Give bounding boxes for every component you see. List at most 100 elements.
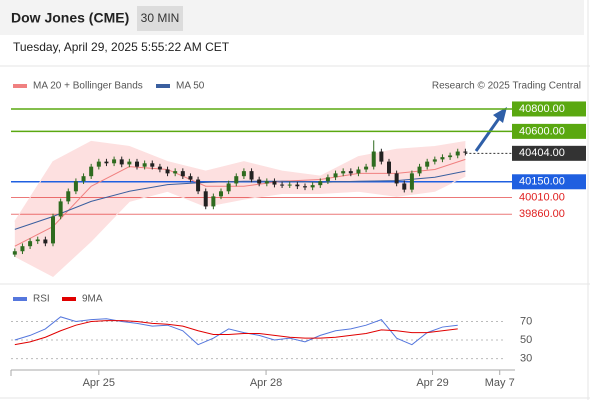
- indicator-line: [14, 316, 458, 346]
- candle-body: [226, 183, 231, 192]
- bollinger-band: [14, 141, 466, 277]
- candle-body: [43, 239, 48, 244]
- x-tick-label: Apr 25: [83, 377, 115, 389]
- legend-swatch: [156, 84, 170, 88]
- candle-body: [219, 191, 223, 197]
- forecast-arrow: [474, 116, 502, 152]
- legend-swatch: [13, 84, 27, 88]
- level-label-box: [512, 123, 586, 139]
- band-upper: [14, 140, 466, 222]
- candle-body: [12, 251, 17, 255]
- candle-body: [188, 176, 193, 180]
- candle-body: [89, 166, 94, 177]
- legend-swatch: [62, 297, 76, 301]
- candle-body: [402, 183, 407, 190]
- level-label: 40800.00: [519, 103, 565, 115]
- candle-body: [455, 151, 460, 156]
- candle-body: [280, 184, 285, 186]
- title: Dow Jones (CME): [11, 10, 129, 26]
- candle-body: [371, 151, 376, 167]
- candle-body: [35, 239, 40, 242]
- y-tick-label: 50: [520, 334, 532, 346]
- candle-body: [295, 184, 300, 187]
- legend-label: MA 50: [176, 81, 205, 92]
- candle-body: [66, 191, 71, 202]
- x-tick-label: Apr 28: [250, 377, 282, 389]
- indicator-line: [14, 320, 458, 346]
- candle-body: [394, 173, 399, 184]
- level-label-box: [512, 145, 586, 161]
- candle-body: [448, 155, 453, 158]
- y-tick-label: 70: [520, 315, 532, 327]
- candle-body: [81, 176, 86, 182]
- candle-body: [325, 177, 330, 182]
- timeframe: 30 MIN: [141, 11, 180, 25]
- level-label-box: [512, 174, 586, 190]
- candle-body: [379, 151, 384, 162]
- legend-label: 9MA: [82, 294, 103, 305]
- candle-body: [51, 216, 55, 244]
- candle-body: [341, 171, 346, 174]
- legend-swatch: [13, 297, 27, 301]
- candle-body: [58, 201, 63, 217]
- band-lower: [14, 175, 466, 278]
- candle-body: [463, 151, 468, 153]
- candle-body: [440, 157, 445, 160]
- candle-body: [157, 166, 162, 170]
- candle-body: [356, 169, 361, 174]
- candle-body: [417, 166, 422, 174]
- candle-body: [173, 171, 178, 174]
- x-tick-label: Apr 29: [416, 377, 448, 389]
- candle-body: [303, 186, 307, 188]
- candle-body: [272, 181, 277, 185]
- candle-body: [28, 241, 33, 247]
- candle-body: [135, 161, 139, 167]
- candle-body: [127, 161, 132, 165]
- level-label: 40010.00: [519, 191, 565, 203]
- candle-body: [264, 181, 269, 184]
- x-tick-label: May 7: [485, 377, 515, 389]
- candle-body: [142, 163, 147, 167]
- legend-label: MA 20 + Bollinger Bands: [33, 81, 143, 92]
- source: Research © 2025 Trading Central: [432, 81, 581, 92]
- level-label: 40404.00: [519, 147, 565, 159]
- candle-body: [364, 166, 369, 170]
- timeframe-box: [137, 6, 183, 31]
- candle-body: [20, 246, 25, 252]
- candle-body: [249, 171, 254, 180]
- timestamp: Tuesday, April 29, 2025 5:55:22 AM CET: [13, 40, 230, 54]
- candle-body: [150, 163, 155, 167]
- candle-body: [318, 181, 323, 186]
- candle-body: [348, 171, 353, 174]
- legend-label: RSI: [33, 294, 50, 305]
- level-label: 39860.00: [519, 208, 565, 220]
- candle-body: [333, 173, 338, 178]
- candle-body: [180, 171, 185, 177]
- candle-body: [203, 191, 208, 207]
- candle-body: [165, 169, 170, 174]
- candle-body: [112, 159, 117, 164]
- forecast-arrowhead: [493, 107, 507, 123]
- candle-body: [234, 176, 239, 184]
- candle-body: [73, 181, 78, 192]
- candle-body: [196, 179, 201, 192]
- level-label: 40600.00: [519, 125, 565, 137]
- level-label-box: [512, 101, 586, 117]
- candle-body: [310, 185, 315, 188]
- candle-body: [425, 161, 430, 167]
- candle-body: [432, 159, 437, 162]
- candle-body: [211, 196, 216, 207]
- candle-body: [387, 161, 391, 174]
- level-label: 40150.00: [519, 176, 565, 188]
- candle-body: [409, 173, 414, 190]
- candle-body: [241, 171, 246, 177]
- candle-body: [104, 161, 109, 164]
- candle-body: [257, 179, 262, 184]
- candle-body: [287, 184, 292, 186]
- candle-body: [119, 159, 124, 165]
- header-bar: [0, 0, 584, 35]
- candle-body: [96, 161, 101, 167]
- y-tick-label: 30: [520, 352, 532, 364]
